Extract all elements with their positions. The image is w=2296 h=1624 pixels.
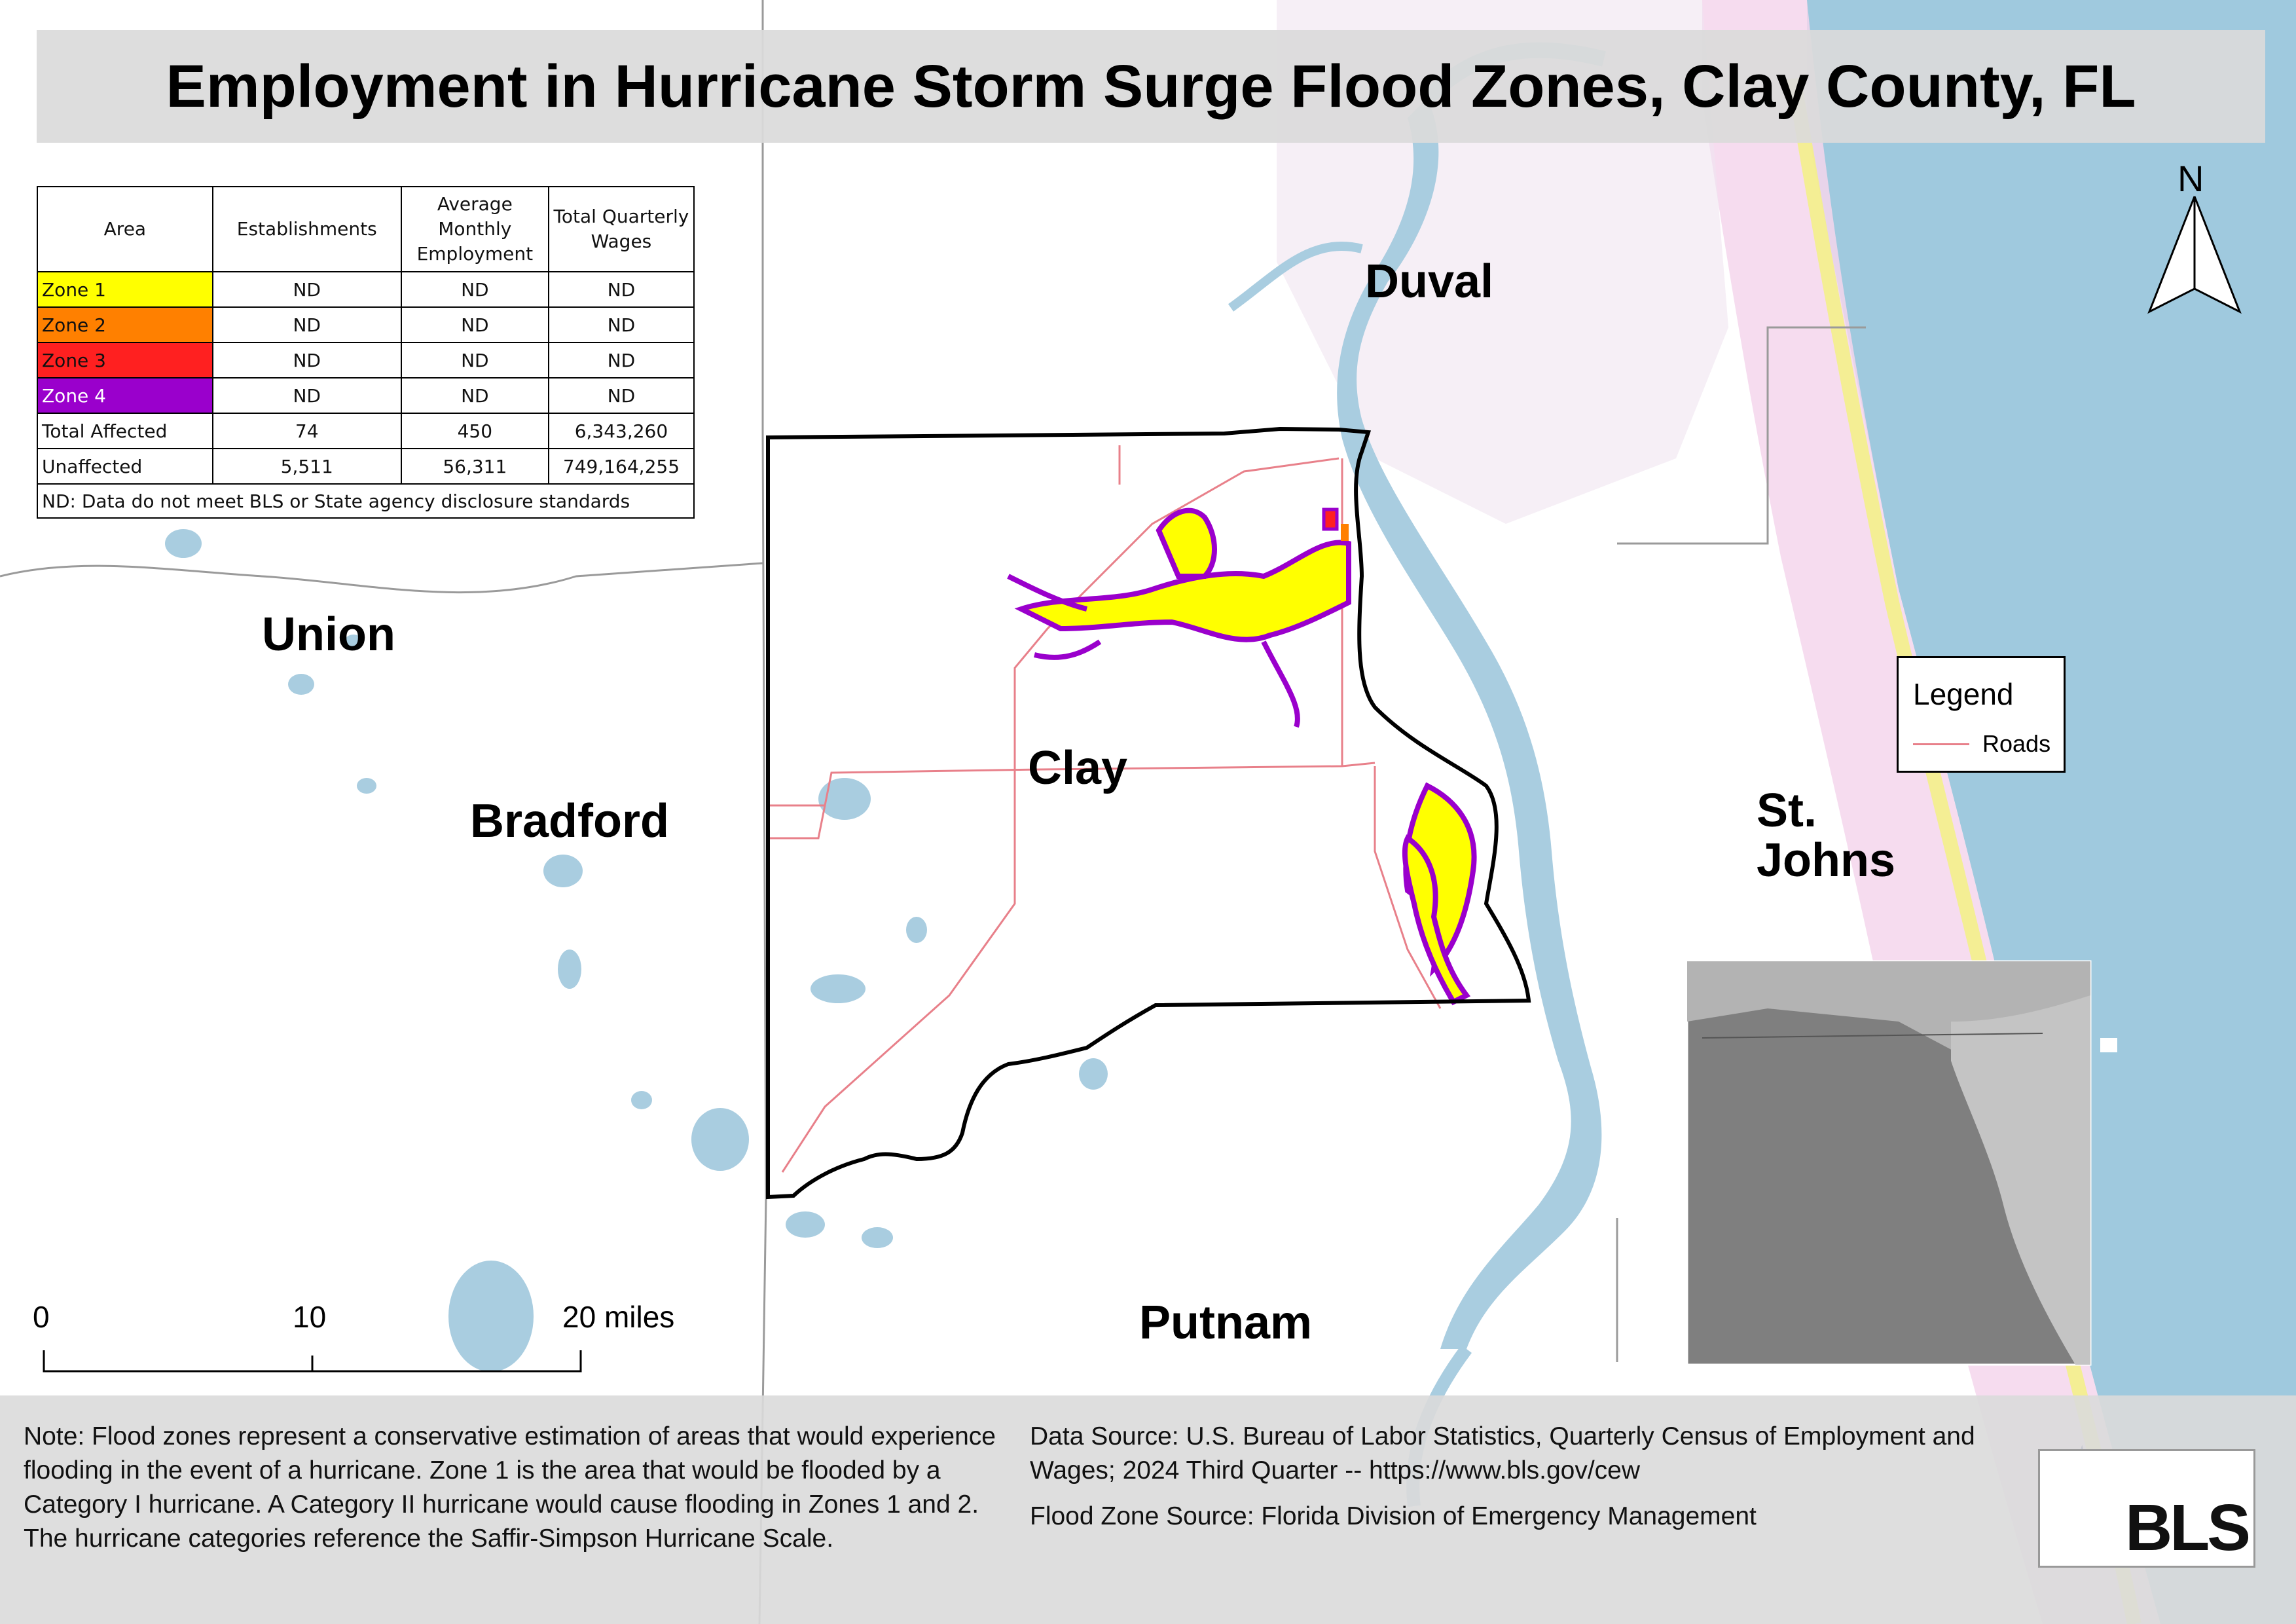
- flood-zone-note: Note: Flood zones represent a conservati…: [24, 1422, 996, 1553]
- total-affected-label: Total Affected: [37, 413, 213, 449]
- north-arrow: [2147, 196, 2242, 314]
- roads: [766, 445, 1442, 1173]
- table-cell: ND: [547, 342, 695, 378]
- data-source: Data Source: U.S. Bureau of Labor Statis…: [1030, 1422, 1975, 1485]
- table-cell: ND: [400, 377, 549, 414]
- scale-label-0: 0: [33, 1300, 50, 1334]
- table-cell: ND: [211, 306, 402, 343]
- river-tributary-west: [1228, 242, 1363, 312]
- legend-roads-swatch: [1913, 743, 1969, 745]
- table-header-row: Area Establishments Average Monthly Empl…: [37, 186, 695, 272]
- table-header: Average Monthly Employment: [400, 186, 549, 272]
- flood-zone-south-shore: [1402, 834, 1471, 1006]
- st-johns-line-2: Johns: [1757, 834, 1896, 887]
- lakes: [165, 529, 1108, 1372]
- flood-zone-north-creek: [1014, 540, 1351, 642]
- flood-zones: [1007, 507, 1477, 1006]
- legend-roads-label: Roads: [1982, 730, 2051, 757]
- table-cell: 450: [400, 413, 549, 449]
- table-cell: ND: [211, 377, 402, 414]
- table-cell: 6,343,260: [547, 413, 695, 449]
- table-row: Unaffected 5,511 56,311 749,164,255: [37, 448, 695, 485]
- coastal-yellow-strip: [1787, 77, 2141, 1624]
- table-cell: ND: [211, 271, 402, 308]
- bls-logo-text: BLS: [2125, 1491, 2251, 1564]
- table-row: Zone 3 ND ND ND: [37, 342, 695, 378]
- table-cell: 56,311: [400, 448, 549, 485]
- county-label-clay: Clay: [1028, 742, 1128, 794]
- zone-4-label: Zone 4: [37, 377, 213, 414]
- st-johns-line-1: St.: [1757, 784, 1817, 837]
- table-cell: ND: [400, 271, 549, 308]
- flood-zone-stats-table: Area Establishments Average Monthly Empl…: [37, 186, 695, 519]
- table-cell: ND: [400, 342, 549, 378]
- table-footnote-row: ND: Data do not meet BLS or State agency…: [37, 483, 695, 519]
- map-title: Employment in Hurricane Storm Surge Floo…: [166, 52, 2136, 120]
- atlantic-ocean: [1807, 0, 2296, 1624]
- table-row: Zone 2 ND ND ND: [37, 306, 695, 343]
- table-row: Zone 4 ND ND ND: [37, 377, 695, 414]
- flood-zone-creek-branch: [1156, 507, 1217, 579]
- scale-bar: [43, 1350, 582, 1373]
- table-cell: 5,511: [211, 448, 402, 485]
- scale-label-20: 20 miles: [562, 1300, 675, 1334]
- legend-title: Legend: [1913, 677, 2014, 711]
- unaffected-label: Unaffected: [37, 448, 213, 485]
- table-header: Establishments: [211, 186, 402, 272]
- flood-zone-source: Flood Zone Source: Florida Division of E…: [1030, 1502, 1757, 1530]
- flood-zone-orange-spot: [1341, 524, 1349, 541]
- county-label-duval: Duval: [1365, 255, 1494, 308]
- table-cell: ND: [547, 377, 695, 414]
- zone-1-label: Zone 1: [37, 271, 213, 308]
- county-label-union: Union: [262, 608, 395, 661]
- zone-2-label: Zone 2: [37, 306, 213, 343]
- flood-zone-red-spot: [1322, 507, 1339, 531]
- table-footnote: ND: Data do not meet BLS or State agency…: [37, 483, 695, 519]
- table-header: Total Quarterly Wages: [547, 186, 695, 272]
- north-arrow-label: N: [2178, 158, 2204, 199]
- table-row: Total Affected 74 450 6,343,260: [37, 413, 695, 449]
- county-label-st-johns: St. Johns: [1757, 786, 1895, 885]
- county-label-putnam: Putnam: [1139, 1297, 1313, 1349]
- footer-bar: [0, 1395, 2296, 1624]
- inset-clay-location: [2100, 1038, 2117, 1052]
- inset-map: [1686, 960, 2117, 1366]
- clay-county-boundary: [766, 426, 1531, 1200]
- sources: Data Source: U.S. Bureau of Labor Statis…: [1030, 1420, 2045, 1534]
- table-header: Area: [37, 186, 213, 272]
- county-label-bradford: Bradford: [470, 795, 669, 847]
- table-cell: 749,164,255: [547, 448, 695, 485]
- table-cell: ND: [547, 271, 695, 308]
- table-cell: 74: [211, 413, 402, 449]
- table-row: Zone 1 ND ND ND: [37, 271, 695, 308]
- zone-3-label: Zone 3: [37, 342, 213, 378]
- flood-zone-creek-tail: [1007, 574, 1300, 728]
- scale-label-10: 10: [293, 1300, 327, 1334]
- table-cell: ND: [547, 306, 695, 343]
- bls-logo: BLS: [2038, 1449, 2255, 1568]
- table-cell: ND: [211, 342, 402, 378]
- map-legend: Legend Roads: [1897, 656, 2066, 773]
- table-cell: ND: [400, 306, 549, 343]
- title-banner: Employment in Hurricane Storm Surge Floo…: [37, 30, 2265, 143]
